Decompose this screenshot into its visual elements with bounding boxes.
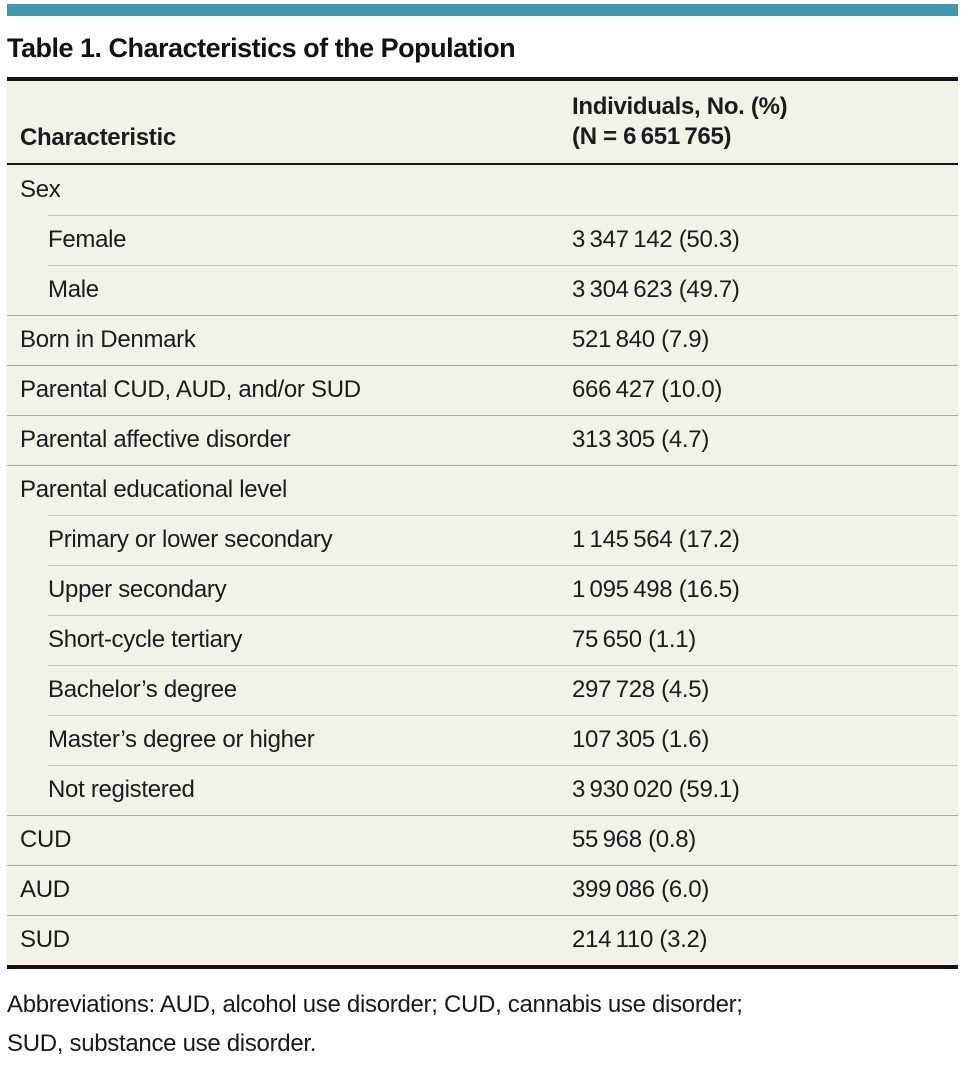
row-label: AUD <box>20 876 70 903</box>
table-row-cud: CUD 55 968 (0.8) <box>7 815 958 865</box>
row-label: Parental educational level <box>20 476 288 503</box>
footnote-line-2: SUD, substance use disorder. <box>7 1030 317 1057</box>
row-value: 1 095 498 (16.5) <box>572 576 740 603</box>
table-row-parental-cud-aud-sud: Parental CUD, AUD, and/or SUD 666 427 (1… <box>7 365 958 415</box>
row-label: Upper secondary <box>48 576 227 603</box>
row-value: 666 427 (10.0) <box>572 376 723 403</box>
table-row-female: Female 3 347 142 (50.3) <box>7 215 958 265</box>
row-label: Parental affective disorder <box>20 426 291 453</box>
row-value: 55 968 (0.8) <box>572 826 696 853</box>
column-header-individuals: Individuals, No. (%) (N = 6 651 765) <box>572 92 788 152</box>
row-value: 75 650 (1.1) <box>572 626 696 653</box>
row-label: SUD <box>20 926 70 953</box>
row-label: Parental CUD, AUD, and/or SUD <box>20 376 361 403</box>
row-value: 107 305 (1.6) <box>572 726 710 753</box>
row-value: 1 145 564 (17.2) <box>572 526 740 553</box>
row-value: 521 840 (7.9) <box>572 326 710 353</box>
table-row-upper-secondary: Upper secondary 1 095 498 (16.5) <box>7 565 958 615</box>
population-characteristics-table: Characteristic Individuals, No. (%) (N =… <box>7 77 958 969</box>
table-row-primary-lower-secondary: Primary or lower secondary 1 145 564 (17… <box>7 515 958 565</box>
row-label: Primary or lower secondary <box>48 526 333 553</box>
table-title: Table 1. Characteristics of the Populati… <box>7 33 516 63</box>
footnote-line-1: Abbreviations: AUD, alcohol use disorder… <box>7 991 743 1018</box>
table-row-bachelors-degree: Bachelor’s degree 297 728 (4.5) <box>7 665 958 715</box>
table-header-row: Characteristic Individuals, No. (%) (N =… <box>7 81 958 165</box>
row-value: 297 728 (4.5) <box>572 676 710 703</box>
table-row-masters-degree: Master’s degree or higher 107 305 (1.6) <box>7 715 958 765</box>
column-header-characteristic: Characteristic <box>20 124 176 151</box>
row-label: Born in Denmark <box>20 326 196 353</box>
row-label: Male <box>48 276 99 303</box>
table-row-sex: Sex <box>7 165 958 215</box>
row-value: 3 304 623 (49.7) <box>572 276 740 303</box>
abbreviations-footnote: Abbreviations: AUD, alcohol use disorder… <box>7 985 958 1063</box>
row-value: 214 110 (3.2) <box>572 926 708 953</box>
row-label: CUD <box>20 826 72 853</box>
row-value: 399 086 (6.0) <box>572 876 710 903</box>
table-row-not-registered: Not registered 3 930 020 (59.1) <box>7 765 958 815</box>
row-label: Bachelor’s degree <box>48 676 237 703</box>
column-header-individuals-line1: Individuals, No. (%) <box>572 93 788 120</box>
row-label: Female <box>48 226 127 253</box>
row-value: 3 930 020 (59.1) <box>572 776 740 803</box>
table-row-male: Male 3 304 623 (49.7) <box>7 265 958 315</box>
table-row-sud: SUD 214 110 (3.2) <box>7 915 958 965</box>
row-label: Not registered <box>48 776 195 803</box>
row-label: Short-cycle tertiary <box>48 626 243 653</box>
row-value: 3 347 142 (50.3) <box>572 226 740 253</box>
table-row-born-in-denmark: Born in Denmark 521 840 (7.9) <box>7 315 958 365</box>
column-header-individuals-line2: (N = 6 651 765) <box>572 123 732 150</box>
accent-bar <box>7 4 958 16</box>
table-row-parental-affective-disorder: Parental affective disorder 313 305 (4.7… <box>7 415 958 465</box>
row-label: Master’s degree or higher <box>48 726 315 753</box>
table-row-short-cycle-tertiary: Short-cycle tertiary 75 650 (1.1) <box>7 615 958 665</box>
row-label: Sex <box>20 176 61 203</box>
table-row-parental-educational-level: Parental educational level <box>7 465 958 515</box>
row-value: 313 305 (4.7) <box>572 426 710 453</box>
table-row-aud: AUD 399 086 (6.0) <box>7 865 958 915</box>
